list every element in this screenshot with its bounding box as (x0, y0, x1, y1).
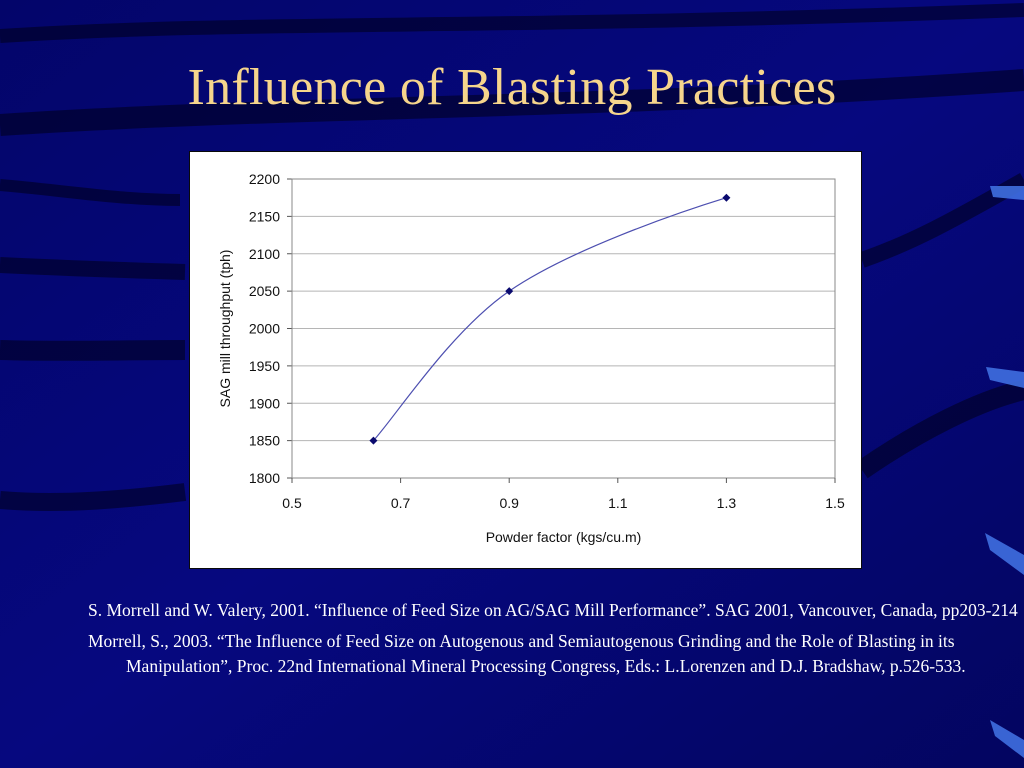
y-tick-label: 1850 (249, 433, 280, 449)
plot-area (291, 178, 836, 479)
reference-2: Morrell, S., 2003. “The Influence of Fee… (88, 631, 966, 676)
x-tick-label: 1.1 (608, 495, 628, 511)
data-point (369, 436, 378, 445)
y-tick-label: 1900 (249, 395, 280, 411)
data-point (722, 193, 731, 202)
x-tick-label: 1.5 (825, 495, 845, 511)
y-tick-label: 2200 (249, 171, 280, 187)
references: S. Morrell and W. Valery, 2001. “Influen… (88, 598, 1018, 685)
y-tick-label: 2100 (249, 246, 280, 262)
y-tick-label: 2050 (249, 283, 280, 299)
y-tick-label: 2000 (249, 321, 280, 337)
x-tick-label: 0.9 (499, 495, 519, 511)
reference-1: S. Morrell and W. Valery, 2001. “Influen… (88, 600, 1018, 620)
series-line (373, 197, 727, 442)
chart-frame: 1800 1850 1900 1950 2000 2050 2100 2150 2200 0.5 0… (189, 151, 862, 569)
slide-title: Influence of Blasting Practices (187, 59, 837, 116)
x-tick-label: 1.3 (717, 495, 737, 511)
y-tick-label: 1950 (249, 358, 280, 374)
data-point (505, 287, 514, 296)
x-tick-label: 0.7 (391, 495, 411, 511)
y-axis-label: SAG mill throughput (tph) (217, 250, 233, 408)
x-axis-label: Powder factor (kgs/cu.m) (486, 529, 642, 545)
y-tick-label: 1800 (249, 470, 280, 486)
y-tick-label: 2150 (249, 208, 280, 224)
throughput-chart: 1800 1850 1900 1950 2000 2050 2100 2150 2200 0.5 0… (217, 171, 845, 545)
x-tick-label: 0.5 (282, 495, 302, 511)
